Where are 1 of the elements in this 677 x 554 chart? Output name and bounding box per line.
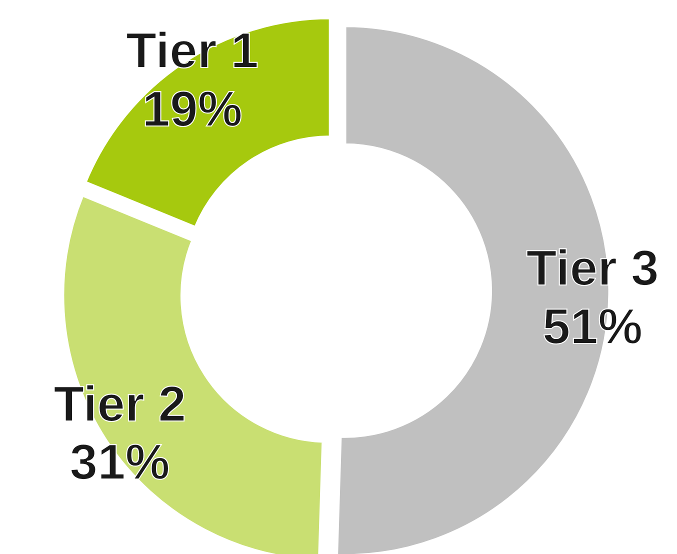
data-label: 19% [142, 80, 242, 137]
